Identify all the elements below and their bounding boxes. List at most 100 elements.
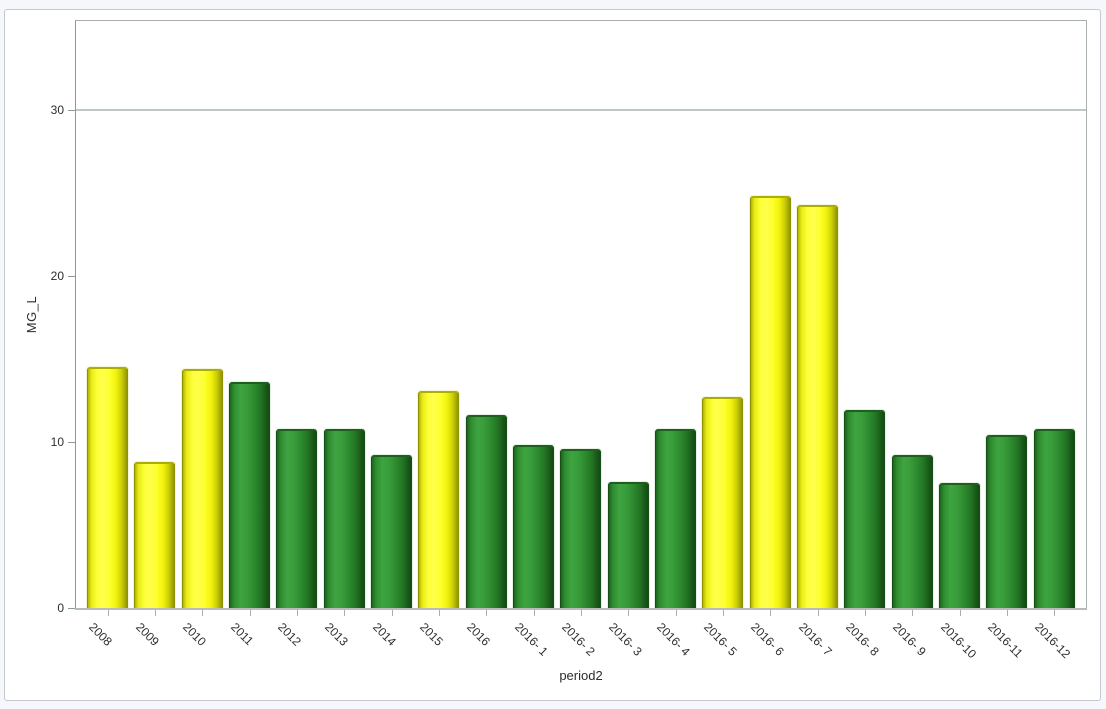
category-label: 2016- 7	[795, 620, 835, 659]
bar-slot: 2016- 4	[652, 21, 699, 659]
bar	[844, 410, 886, 608]
category-label: 2016- 5	[701, 620, 740, 659]
bar	[939, 483, 981, 608]
x-tick	[438, 610, 440, 616]
category-label: 2016-10	[937, 620, 979, 662]
category-label: 2008	[85, 620, 115, 649]
bar-slot: 2008	[84, 21, 131, 649]
bar	[181, 369, 223, 608]
bar-slot: 2016- 7	[794, 21, 841, 659]
x-tick	[675, 610, 677, 616]
bar	[134, 462, 176, 608]
category-label: 2016- 6	[748, 620, 788, 659]
bar	[986, 435, 1028, 608]
bar-slot: 2016- 2	[557, 21, 604, 659]
y-axis-title-wrap: MG_L	[24, 21, 40, 608]
bar	[418, 391, 460, 608]
bar	[560, 449, 602, 608]
bar-slot: 2016- 8	[841, 21, 888, 659]
y-tick-label: 0	[57, 601, 64, 615]
bars-container: 2008 2009 2010 2011 2012 2013 2014 2015 2016 2016…	[76, 21, 1086, 661]
chart-panel: 0 10 20 30 2008 2009 2010 2011 2012 2013 2014 2015…	[4, 9, 1101, 701]
x-axis-title: period2	[559, 668, 603, 683]
bar	[1033, 429, 1075, 608]
bar-slot: 2016-11	[983, 21, 1030, 660]
x-tick	[533, 610, 535, 616]
bar-slot: 2014	[368, 21, 415, 649]
x-tick	[580, 610, 582, 616]
reference-line	[76, 109, 1086, 111]
x-tick	[628, 610, 630, 616]
bar-slot: 2011	[226, 21, 273, 648]
bar-slot: 2009	[131, 21, 178, 649]
x-tick	[722, 610, 724, 616]
category-label: 2013	[322, 620, 352, 649]
category-label: 2012	[275, 620, 304, 649]
bar-slot: 2016- 9	[889, 21, 936, 659]
bar-slot: 2016	[463, 21, 510, 649]
x-tick	[344, 610, 346, 616]
bar-slot: 2012	[273, 21, 320, 649]
bar-slot: 2016-10	[936, 21, 983, 661]
category-label: 2016- 8	[843, 620, 882, 659]
y-tick-label: 20	[50, 269, 64, 283]
x-tick	[249, 610, 251, 616]
category-label: 2016-12	[1032, 620, 1074, 662]
x-tick	[486, 610, 488, 616]
bar	[276, 429, 318, 608]
x-tick	[959, 610, 961, 616]
x-tick	[107, 610, 109, 616]
x-tick	[296, 610, 298, 616]
category-label: 2016- 9	[890, 620, 930, 659]
category-label: 2009	[133, 620, 162, 649]
category-label: 2016-11	[984, 620, 1026, 661]
bar-slot: 2016- 6	[747, 21, 794, 659]
x-tick	[864, 610, 866, 616]
bar-slot: 2016- 5	[699, 21, 746, 659]
y-axis-title: MG_L	[24, 295, 40, 334]
bar	[797, 205, 839, 608]
bar	[229, 382, 271, 608]
category-label: 2016- 4	[653, 620, 693, 659]
category-label: 2016- 3	[606, 620, 646, 659]
bar	[749, 196, 791, 608]
y-tick-label: 30	[50, 103, 64, 117]
bar-slot: 2015	[415, 21, 462, 649]
category-label: 2016	[464, 620, 494, 649]
x-tick	[817, 610, 819, 616]
bar-slot: 2016-12	[1031, 21, 1078, 661]
x-tick	[391, 610, 393, 616]
x-tick	[1006, 610, 1008, 616]
bar	[891, 455, 933, 608]
y-tick	[68, 109, 76, 111]
x-tick	[1054, 610, 1056, 616]
bar-slot: 2016- 3	[605, 21, 652, 659]
y-tick	[68, 607, 76, 609]
category-label: 2010	[180, 620, 210, 649]
bar-slot: 2013	[321, 21, 368, 649]
bar	[371, 455, 413, 608]
bar	[87, 367, 129, 608]
bar	[513, 445, 555, 608]
x-tick	[912, 610, 914, 616]
x-tick	[770, 610, 772, 616]
category-label: 2016- 1	[511, 620, 551, 659]
x-axis-line	[75, 608, 1087, 610]
x-tick	[154, 610, 156, 616]
bar	[655, 429, 697, 608]
category-label: 2011	[227, 620, 256, 649]
x-tick	[202, 610, 204, 616]
category-label: 2015	[417, 620, 446, 649]
y-tick	[68, 275, 76, 277]
bar-slot: 2010	[179, 21, 226, 649]
bar	[323, 429, 365, 608]
plot-area: 0 10 20 30 2008 2009 2010 2011 2012 2013 2014 2015…	[25, 20, 1087, 683]
y-tick	[68, 441, 76, 443]
bar	[465, 415, 507, 608]
bar	[702, 397, 744, 608]
category-label: 2014	[369, 620, 399, 649]
category-label: 2016- 2	[559, 620, 598, 659]
y-tick-label: 10	[50, 435, 64, 449]
bar	[607, 482, 649, 608]
